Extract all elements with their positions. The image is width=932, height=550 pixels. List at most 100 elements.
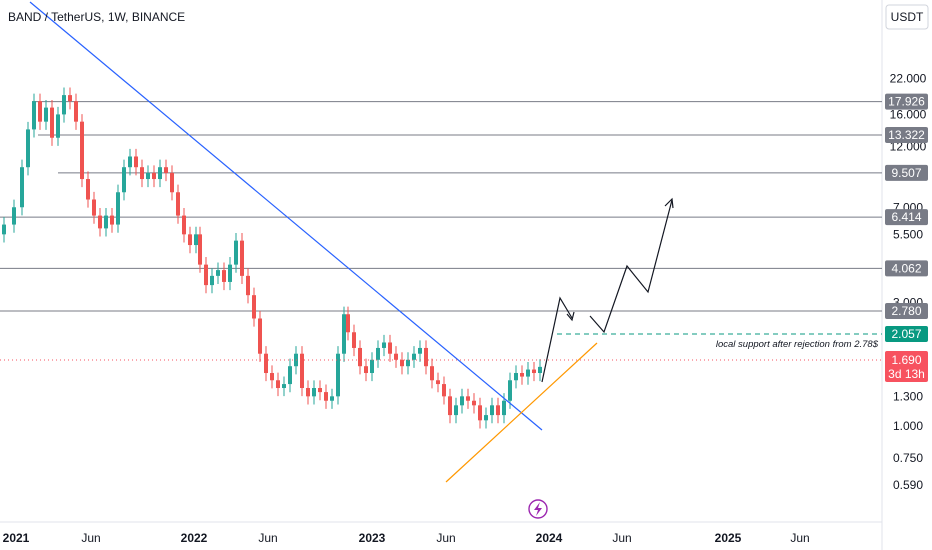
candle-body bbox=[538, 366, 542, 374]
candle-body bbox=[466, 396, 470, 401]
candle-body bbox=[394, 353, 398, 360]
projection-path-2 bbox=[589, 199, 673, 334]
candle-body bbox=[44, 107, 48, 122]
candle-body bbox=[442, 384, 446, 397]
candle-body bbox=[412, 353, 416, 360]
candle-body bbox=[182, 215, 186, 235]
projection-arrowhead-2 bbox=[664, 197, 674, 209]
candle-body bbox=[520, 373, 524, 377]
horizontal-levels bbox=[0, 101, 882, 312]
candle-body bbox=[330, 396, 334, 401]
candle-body bbox=[472, 400, 476, 406]
candle-body bbox=[478, 405, 482, 421]
candle-body bbox=[382, 342, 386, 348]
y-tick-label: 1.300 bbox=[893, 389, 923, 403]
candle-body bbox=[140, 167, 144, 180]
x-tick-label: Jun bbox=[436, 531, 455, 545]
candle-body bbox=[324, 392, 328, 401]
countdown-label: 3d 13h bbox=[888, 367, 925, 381]
candle-body bbox=[164, 167, 168, 173]
y-tick-label: 16.000 bbox=[890, 107, 927, 121]
candle-body bbox=[222, 270, 226, 282]
candle-body bbox=[20, 167, 24, 208]
level-badge bbox=[885, 93, 928, 110]
x-tick-label: Jun bbox=[258, 531, 277, 545]
ascending-support-line[interactable] bbox=[445, 342, 598, 483]
level-badge bbox=[885, 209, 928, 226]
candle-body bbox=[152, 172, 156, 180]
y-tick-label: 22.000 bbox=[890, 72, 927, 86]
candle-body bbox=[234, 240, 238, 265]
candle-body bbox=[134, 156, 138, 168]
level-badge bbox=[885, 260, 928, 277]
level-badge-label: 4.062 bbox=[891, 261, 921, 275]
candle-body bbox=[252, 295, 256, 319]
y-tick-label: 1.000 bbox=[893, 419, 923, 433]
descending-trendline[interactable] bbox=[29, 1, 543, 431]
level-badge bbox=[885, 164, 928, 181]
candle-body bbox=[194, 234, 198, 246]
candle-body bbox=[80, 121, 84, 180]
candle-body bbox=[484, 415, 488, 421]
level-badge-label: 9.507 bbox=[891, 166, 921, 180]
lightning-event-icon[interactable] bbox=[528, 499, 548, 519]
candle-body bbox=[352, 332, 356, 348]
price-badges: 17.926 13.322 9.507 6.414 4.062 2.780 2.057 1.6… bbox=[885, 93, 928, 382]
level-badge-label: 2.780 bbox=[891, 304, 921, 318]
candle-body bbox=[282, 384, 286, 389]
x-tick-label: 2022 bbox=[181, 531, 208, 545]
y-tick-label: 5.500 bbox=[893, 227, 923, 241]
candle-body bbox=[358, 347, 362, 367]
candle-body bbox=[92, 199, 96, 216]
candle-body bbox=[496, 405, 500, 416]
candle-body bbox=[2, 224, 6, 235]
candle-body bbox=[318, 388, 322, 393]
candle-body bbox=[50, 107, 54, 138]
candle-body bbox=[62, 95, 66, 115]
candle-body bbox=[170, 172, 174, 193]
projection-arrowhead-1 bbox=[566, 311, 575, 322]
support-badge bbox=[885, 326, 928, 342]
x-tick-label: Jun bbox=[790, 531, 809, 545]
candle-body bbox=[204, 264, 208, 286]
currency-button[interactable] bbox=[885, 4, 929, 30]
y-tick-label: 12.000 bbox=[890, 140, 927, 154]
candle-body bbox=[258, 318, 262, 354]
level-badge bbox=[885, 126, 928, 143]
support-badge-label: 2.057 bbox=[891, 327, 921, 341]
candle-body bbox=[158, 167, 162, 180]
candle-body bbox=[198, 234, 202, 265]
x-tick-label: 2021 bbox=[3, 531, 30, 545]
y-tick-label: 0.750 bbox=[893, 451, 923, 465]
candle-body bbox=[346, 314, 350, 333]
candle-body bbox=[364, 366, 368, 374]
candle-body bbox=[98, 215, 102, 229]
candle-body bbox=[370, 359, 374, 374]
candle-body bbox=[68, 95, 72, 102]
candle-body bbox=[300, 353, 304, 389]
candle-body bbox=[216, 270, 220, 276]
candle-body bbox=[74, 101, 78, 122]
candle-body bbox=[146, 172, 150, 180]
current-price-badge bbox=[885, 351, 928, 382]
price-axis: 22.00016.00012.0007.0005.5003.0002.2001.… bbox=[890, 72, 927, 492]
candle-body bbox=[526, 369, 530, 377]
candle-body bbox=[210, 275, 214, 286]
y-tick-label: 0.590 bbox=[893, 478, 923, 492]
candle-body bbox=[110, 215, 114, 225]
x-tick-label: 2024 bbox=[536, 531, 563, 545]
candle-body bbox=[336, 353, 340, 397]
candle-body bbox=[26, 129, 30, 168]
candle-body bbox=[288, 366, 292, 385]
candle-body bbox=[86, 179, 90, 200]
level-badge bbox=[885, 302, 928, 319]
candle-body bbox=[38, 101, 42, 122]
x-tick-label: Jun bbox=[612, 531, 631, 545]
candle-body bbox=[128, 156, 132, 168]
current-price-label: 1.690 bbox=[891, 353, 921, 367]
candle-body bbox=[56, 114, 60, 138]
currency-label: USDT bbox=[891, 10, 924, 24]
candle-body bbox=[454, 405, 458, 416]
candle-body bbox=[246, 275, 250, 296]
